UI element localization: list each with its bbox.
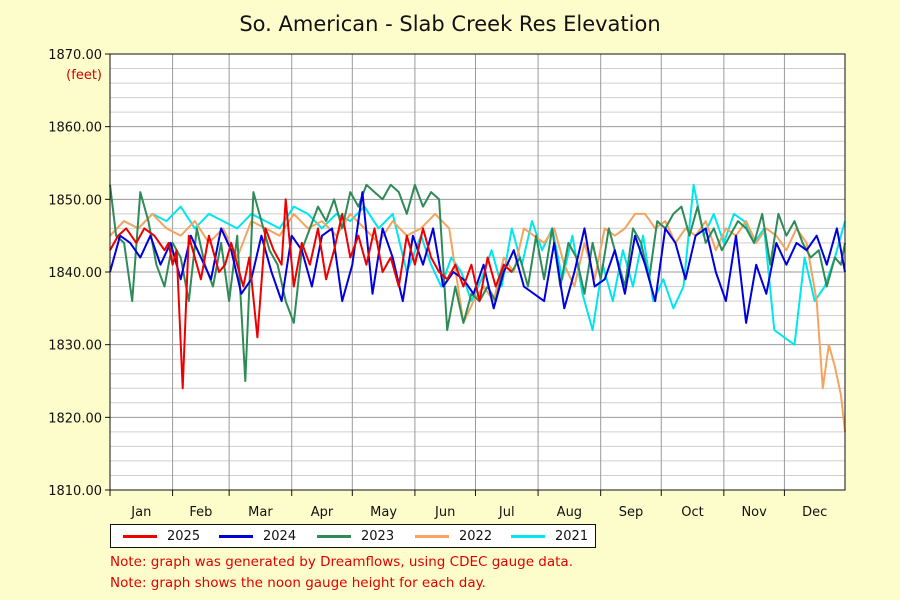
y-tick-label: 1840.00 <box>48 266 102 281</box>
x-tick-label: Oct <box>681 505 703 520</box>
x-tick-label: Dec <box>802 505 827 520</box>
legend-item-2024: 2024 <box>219 525 296 547</box>
legend-label: 2023 <box>361 528 395 544</box>
y-tick-label: 1850.00 <box>48 193 102 208</box>
note-line: Note: graph shows the noon gauge height … <box>110 575 486 591</box>
legend-swatch <box>123 534 157 538</box>
legend-label: 2022 <box>459 528 493 544</box>
legend-label: 2024 <box>263 528 297 544</box>
y-tick-label: 1810.00 <box>48 484 102 499</box>
x-tick-label: Sep <box>619 505 644 520</box>
series-line-2024 <box>109 191 846 324</box>
x-tick-label: Mar <box>248 505 273 520</box>
series-line-2025 <box>109 198 513 390</box>
y-tick-label: 1860.00 <box>48 121 102 136</box>
x-tick-label: Nov <box>741 505 767 520</box>
y-axis-unit-label: (feet) <box>66 68 102 83</box>
legend: 2025 2024 2023 2022 2021 <box>110 524 596 548</box>
x-tick-label: Apr <box>311 505 334 520</box>
y-tick-label: 1830.00 <box>48 339 102 354</box>
y-tick-label: 1870.00 <box>48 48 102 63</box>
legend-item-2025: 2025 <box>123 525 200 547</box>
x-tick-label: May <box>370 505 397 520</box>
legend-swatch <box>317 534 351 538</box>
legend-label: 2025 <box>167 528 201 544</box>
legend-swatch <box>511 534 545 538</box>
legend-item-2022: 2022 <box>415 525 492 547</box>
legend-item-2023: 2023 <box>317 525 394 547</box>
x-tick-label: Jan <box>130 505 151 520</box>
legend-item-2021: 2021 <box>511 525 588 547</box>
plot-frame <box>109 53 846 491</box>
note-line: Note: graph was generated by Dreamflows,… <box>110 554 574 570</box>
x-tick-label: Feb <box>189 505 212 520</box>
notes: Note: graph was generated by Dreamflows,… <box>110 552 573 594</box>
legend-swatch <box>219 534 253 538</box>
y-tick-label: 1820.00 <box>48 411 102 426</box>
legend-swatch <box>415 534 449 538</box>
x-tick-label: Aug <box>557 505 582 520</box>
x-tick-label: Jul <box>498 505 515 520</box>
x-tick-label: Jun <box>434 505 455 520</box>
legend-label: 2021 <box>555 528 589 544</box>
chart-title: So. American - Slab Creek Res Elevation <box>239 12 661 36</box>
